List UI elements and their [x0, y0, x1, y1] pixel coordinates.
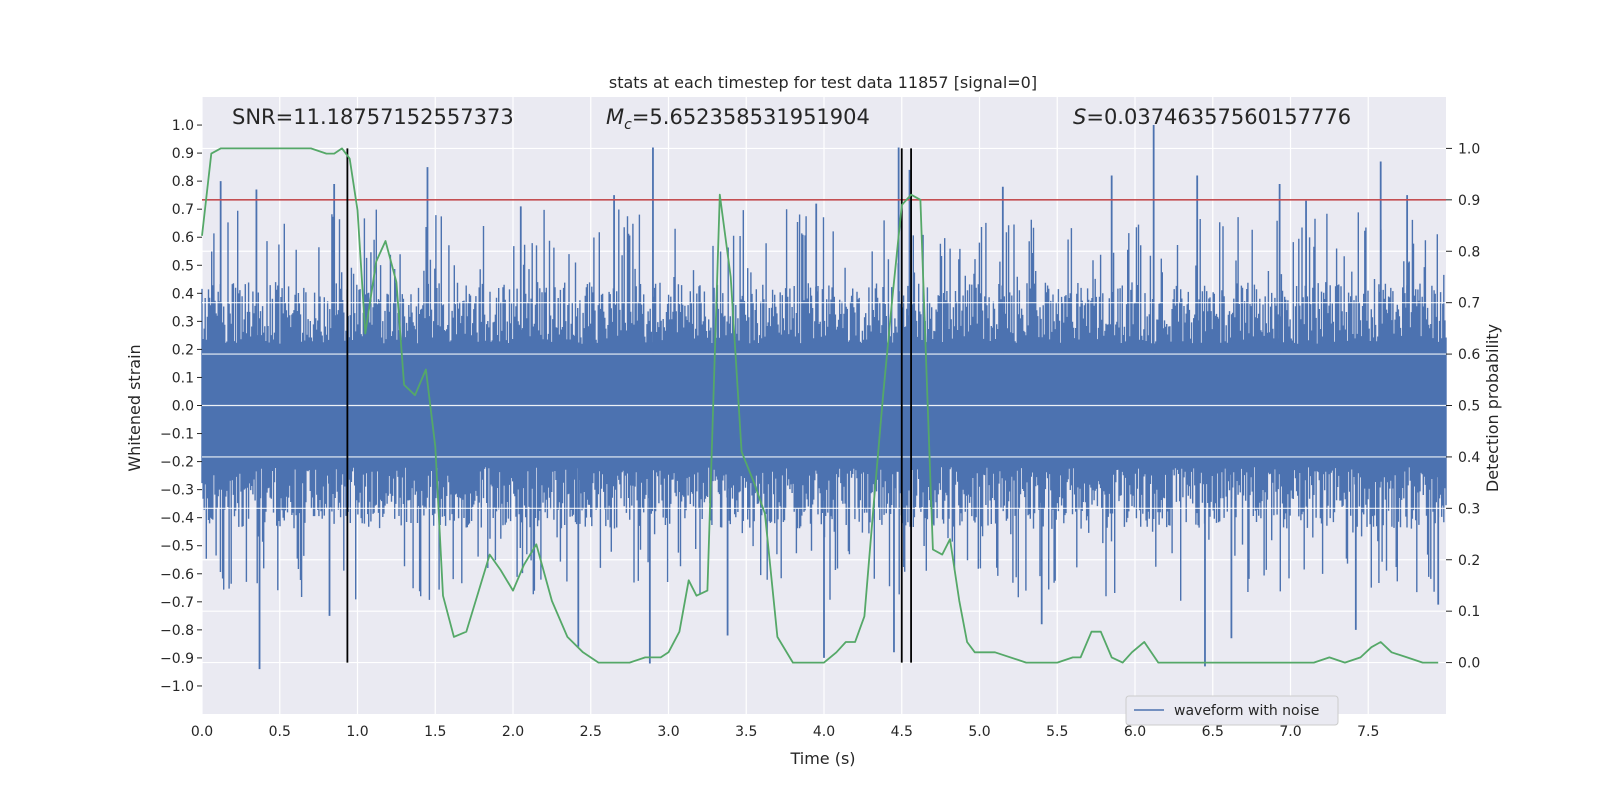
x-tick-label: 5.5 [1046, 724, 1068, 740]
y-right-tick-label: 0.6 [1458, 347, 1480, 363]
mc-subscript: c [624, 117, 632, 133]
y-left-tick-label: 0.2 [172, 342, 194, 358]
y-right-tick-label: 0.9 [1458, 193, 1480, 209]
axis-ticks: 0.0 0.5 1.0 1.5 2.0 2.5 3.0 3.5 4.0 4.5 5.0 5.5 6.0 6… [160, 118, 1480, 740]
y-right-tick-label: 1.0 [1458, 141, 1480, 157]
y-left-tick-label: 0.5 [172, 258, 194, 274]
x-tick-label: 4.0 [813, 724, 835, 740]
event-markers [346, 148, 912, 663]
s-value: =0.03746357560157776 [1086, 105, 1351, 129]
y-right-tick-label: 0.3 [1458, 501, 1480, 517]
y-left-tick-label: 0.6 [172, 230, 194, 246]
x-tick-label: 3.0 [657, 724, 679, 740]
y-left-tick-label: −0.6 [160, 567, 194, 583]
mc-symbol: M [606, 105, 624, 129]
y-left-tick-label: 0.0 [172, 399, 194, 415]
snr-annotation: SNR=11.18757152557373 [232, 105, 514, 129]
y-left-tick-label: −0.1 [160, 427, 194, 443]
s-annotation: S=0.03746357560157776 [1073, 105, 1351, 129]
y-left-tick-label: −0.7 [160, 595, 194, 611]
y-right-tick-label: 0.5 [1458, 399, 1480, 415]
y-left-tick-label: 0.3 [172, 314, 194, 330]
y-left-tick-label: 0.7 [172, 202, 194, 218]
chart-title: stats at each timestep for test data 118… [609, 73, 1037, 92]
y-left-tick-label: −0.9 [160, 651, 194, 667]
y-left-tick-label: −0.5 [160, 539, 194, 555]
x-tick-label: 2.5 [580, 724, 602, 740]
x-tick-label: 2.0 [502, 724, 524, 740]
x-tick-label: 1.0 [346, 724, 368, 740]
x-axis-label: Time (s) [789, 749, 855, 768]
x-tick-label: 5.0 [968, 724, 990, 740]
y-right-tick-label: 0.7 [1458, 296, 1480, 312]
x-tick-label: 6.5 [1202, 724, 1224, 740]
y-axis-right-label: Detection probability [1483, 324, 1502, 492]
y-left-tick-label: −0.4 [160, 511, 194, 527]
y-left-tick-label: −0.3 [160, 483, 194, 499]
legend: waveform with noise [1125, 695, 1339, 726]
legend-label: waveform with noise [1174, 703, 1319, 719]
y-right-tick-label: 0.4 [1458, 450, 1480, 466]
x-tick-label: 0.0 [191, 724, 213, 740]
x-tick-label: 6.0 [1124, 724, 1146, 740]
waveform-series [201, 125, 1447, 670]
y-left-tick-label: 0.9 [172, 146, 194, 162]
chirp-mass-annotation: Mc=5.652358531951904 [606, 105, 870, 133]
x-tick-label: 0.5 [269, 724, 291, 740]
y-left-tick-label: −1.0 [160, 679, 194, 695]
y-left-tick-label: 0.4 [172, 286, 194, 302]
y-right-tick-label: 0.8 [1458, 244, 1480, 260]
x-tick-label: 7.5 [1357, 724, 1379, 740]
x-tick-label: 3.5 [735, 724, 757, 740]
y-left-tick-label: 1.0 [172, 118, 194, 134]
detection-probability-line [201, 147, 1439, 664]
y-left-tick-label: 0.8 [172, 174, 194, 190]
x-tick-label: 4.5 [891, 724, 913, 740]
legend-box [1125, 695, 1339, 726]
s-symbol: S [1073, 105, 1086, 129]
y-right-tick-label: 0.1 [1458, 604, 1480, 620]
y-left-tick-label: 0.1 [172, 370, 194, 386]
y-right-tick-label: 0.2 [1458, 553, 1480, 569]
y-left-tick-label: −0.8 [160, 623, 194, 639]
y-left-tick-label: −0.2 [160, 455, 194, 471]
y-right-tick-label: 0.0 [1458, 656, 1480, 672]
mc-value: =5.652358531951904 [632, 105, 870, 129]
x-tick-label: 7.0 [1279, 724, 1301, 740]
x-tick-label: 1.5 [424, 724, 446, 740]
y-axis-left-label: Whitened strain [125, 344, 144, 471]
detection-probability-series [201, 147, 1439, 664]
